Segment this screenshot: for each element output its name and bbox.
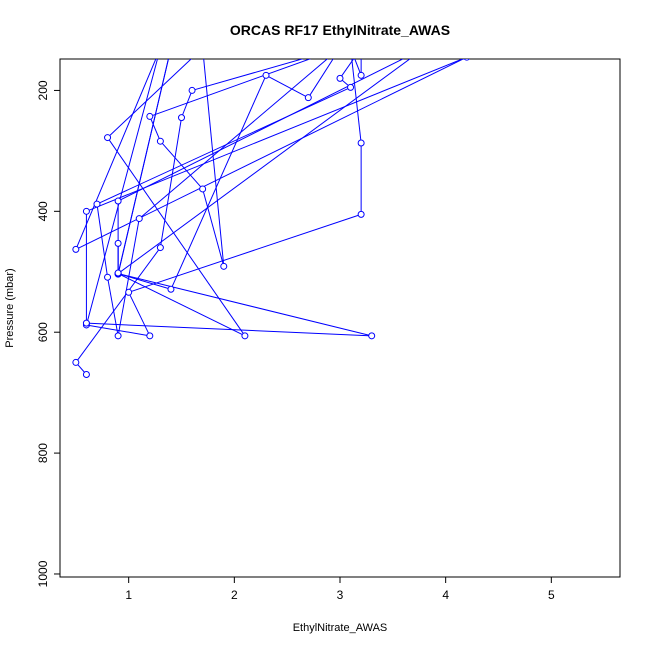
- data-point: [82, 207, 90, 215]
- x-axis: 1 2 3 4 5: [125, 577, 555, 602]
- series-line-segment: [191, 59, 304, 91]
- series-line-segment: [265, 74, 309, 99]
- x-tick-label: 1: [125, 588, 132, 602]
- series-line-segment: [202, 188, 225, 267]
- chart-title: ORCAS RF17 EthylNitrate_AWAS: [230, 22, 450, 38]
- x-tick-label: 2: [231, 588, 238, 602]
- data-point: [114, 197, 122, 205]
- series-line-segment: [117, 273, 246, 337]
- series-line-segment: [107, 137, 246, 337]
- series-line-segment: [138, 59, 328, 219]
- data-point: [220, 262, 228, 270]
- data-point: [368, 332, 376, 340]
- series-line-segment: [149, 116, 161, 142]
- series-line-segment: [128, 213, 362, 293]
- y-tick-label: 600: [36, 322, 50, 342]
- series-lines: [75, 59, 465, 375]
- data-point: [156, 244, 164, 252]
- y-axis-label: Pressure (mbar): [4, 268, 16, 347]
- data-point: [93, 200, 101, 208]
- x-tick-label: 4: [442, 588, 449, 602]
- y-axis: 200 400 600 800 1000: [36, 80, 60, 587]
- data-point: [156, 137, 164, 145]
- series-line-segment: [86, 322, 372, 337]
- series-line-segment: [117, 273, 372, 337]
- data-point: [104, 273, 112, 281]
- data-point: [336, 74, 344, 82]
- series-line-segment: [117, 218, 140, 336]
- y-tick-label: 400: [36, 201, 50, 221]
- series-line-segment: [128, 292, 151, 337]
- series-line-segment: [117, 59, 404, 202]
- data-point: [114, 239, 122, 247]
- series-line-segment: [339, 59, 355, 79]
- y-tick-label: 800: [36, 443, 50, 463]
- data-point: [241, 332, 249, 340]
- data-point: [82, 319, 90, 327]
- series-line-segment: [96, 203, 109, 278]
- data-point: [135, 215, 143, 223]
- y-tick-label: 200: [36, 80, 50, 100]
- data-point: [347, 83, 355, 91]
- data-point: [104, 134, 112, 142]
- data-point: [72, 358, 80, 366]
- data-point: [463, 59, 470, 61]
- data-point: [304, 94, 312, 102]
- data-point: [146, 332, 154, 340]
- series-line-segment: [149, 59, 312, 117]
- series-line-segment: [107, 59, 192, 138]
- x-tick-label: 5: [548, 588, 555, 602]
- series-line-segment: [117, 59, 411, 274]
- series-line-segment: [181, 90, 193, 118]
- data-point: [114, 332, 122, 340]
- data-point: [178, 114, 186, 122]
- series-line-segment: [354, 59, 362, 76]
- data-point: [357, 210, 365, 218]
- data-point: [146, 112, 154, 120]
- series-points: [72, 59, 470, 379]
- data-point: [188, 86, 196, 94]
- x-axis-label: EthylNitrate_AWAS: [293, 622, 388, 634]
- series-line-segment: [75, 247, 161, 363]
- data-point: [357, 139, 365, 147]
- data-point: [357, 71, 365, 79]
- data-point: [167, 285, 175, 293]
- data-point: [199, 185, 207, 193]
- plot-area: [72, 59, 470, 379]
- data-point: [72, 245, 80, 253]
- series-line-segment: [203, 59, 225, 267]
- series-line-segment: [86, 324, 150, 337]
- data-point: [82, 371, 90, 379]
- data-point: [262, 71, 270, 79]
- series-line-segment: [107, 277, 119, 336]
- data-point: [125, 288, 133, 296]
- series-line-segment: [85, 59, 158, 326]
- series-line-segment: [159, 117, 183, 248]
- series-line-segment: [170, 75, 267, 290]
- series-line-segment: [307, 59, 334, 98]
- data-point: [114, 269, 122, 277]
- series-line-segment: [117, 59, 169, 275]
- y-tick-label: 1000: [36, 560, 50, 587]
- series-line-segment: [75, 59, 157, 250]
- series-line-segment: [351, 59, 362, 144]
- x-tick-label: 3: [337, 588, 344, 602]
